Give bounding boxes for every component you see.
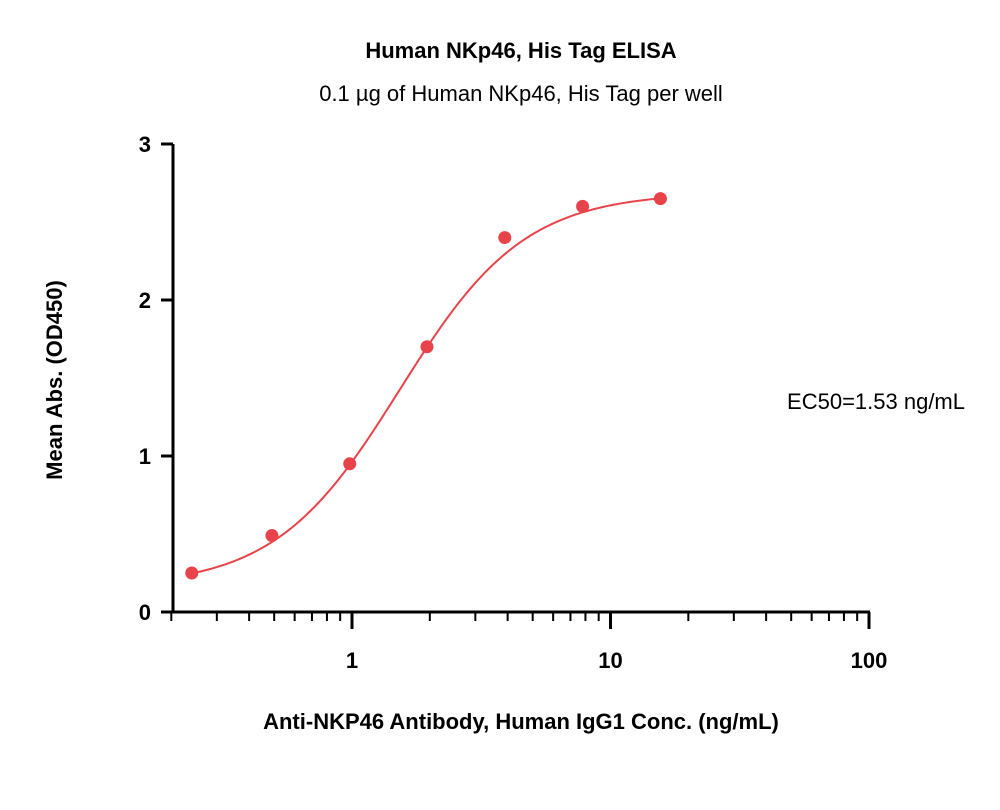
data-point (420, 340, 434, 354)
fit-curve (191, 197, 661, 575)
data-point (576, 199, 590, 213)
data-point (265, 529, 279, 543)
data-point (185, 566, 199, 580)
x-tick-label: 10 (598, 648, 622, 673)
y-tick-label: 0 (139, 600, 151, 625)
y-tick-label: 2 (139, 288, 151, 313)
y-ticks: 0 1 2 3 (139, 132, 173, 625)
y-tick-label: 3 (139, 132, 151, 157)
data-points (185, 192, 667, 580)
data-point (653, 192, 667, 206)
data-point (498, 231, 512, 245)
ec50-annotation: EC50=1.53 ng/mL (787, 389, 965, 414)
plot-area: 0 1 2 3 1 10 100 (139, 132, 888, 673)
y-axis-label: Mean Abs. (OD450) (42, 280, 67, 480)
x-tick-label: 100 (851, 648, 888, 673)
data-point (343, 457, 357, 471)
x-ticks: 1 10 100 (170, 612, 888, 673)
chart-title: Human NKp46, His Tag ELISA (365, 38, 676, 63)
x-axis-label: Anti-NKP46 Antibody, Human IgG1 Conc. (n… (263, 709, 779, 734)
x-tick-label: 1 (346, 648, 358, 673)
chart-subtitle: 0.1 µg of Human NKp46, His Tag per well (319, 81, 723, 106)
y-tick-label: 1 (139, 444, 151, 469)
